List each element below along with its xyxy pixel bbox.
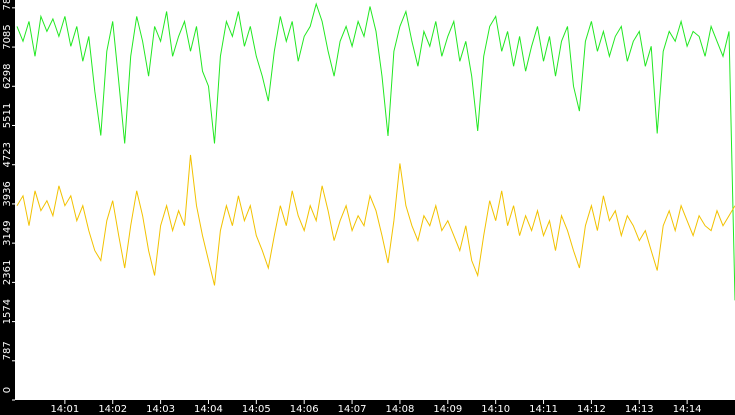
series-line [16,2,735,301]
x-axis-strip [0,400,735,415]
x-tick-label: 14:09 [433,404,462,415]
y-tick-label: 3149 [2,220,13,245]
y-axis-strip [0,0,15,415]
y-tick-label: 7085 [2,24,13,49]
x-tick-label: 14:04 [194,404,223,415]
y-tick-label: 6298 [2,64,13,89]
series-line [16,154,735,286]
y-tick-label: 3936 [2,181,13,206]
x-tick-label: 14:05 [242,404,271,415]
y-tick-label: 5511 [2,103,13,128]
x-tick-label: 14:10 [481,404,510,415]
x-tick-label: 14:08 [386,404,415,415]
x-tick-label: 14:12 [577,404,606,415]
y-tick-label: 0 [2,387,13,393]
y-tick-label: 787 [2,341,13,360]
x-tick-label: 14:06 [290,404,319,415]
y-tick-label: 2361 [2,260,13,285]
x-tick-label: 14:01 [50,404,79,415]
y-tick-label: 4723 [2,142,13,167]
y-tick-label: 7873 [2,0,13,11]
y-tick-label: 1574 [2,299,13,324]
x-tick-label: 14:14 [673,404,702,415]
x-tick-label: 14:07 [338,404,367,415]
x-tick-label: 14:11 [529,404,558,415]
x-tick-label: 14:03 [146,404,175,415]
x-tick-label: 14:13 [625,404,654,415]
x-tick-label: 14:02 [98,404,127,415]
